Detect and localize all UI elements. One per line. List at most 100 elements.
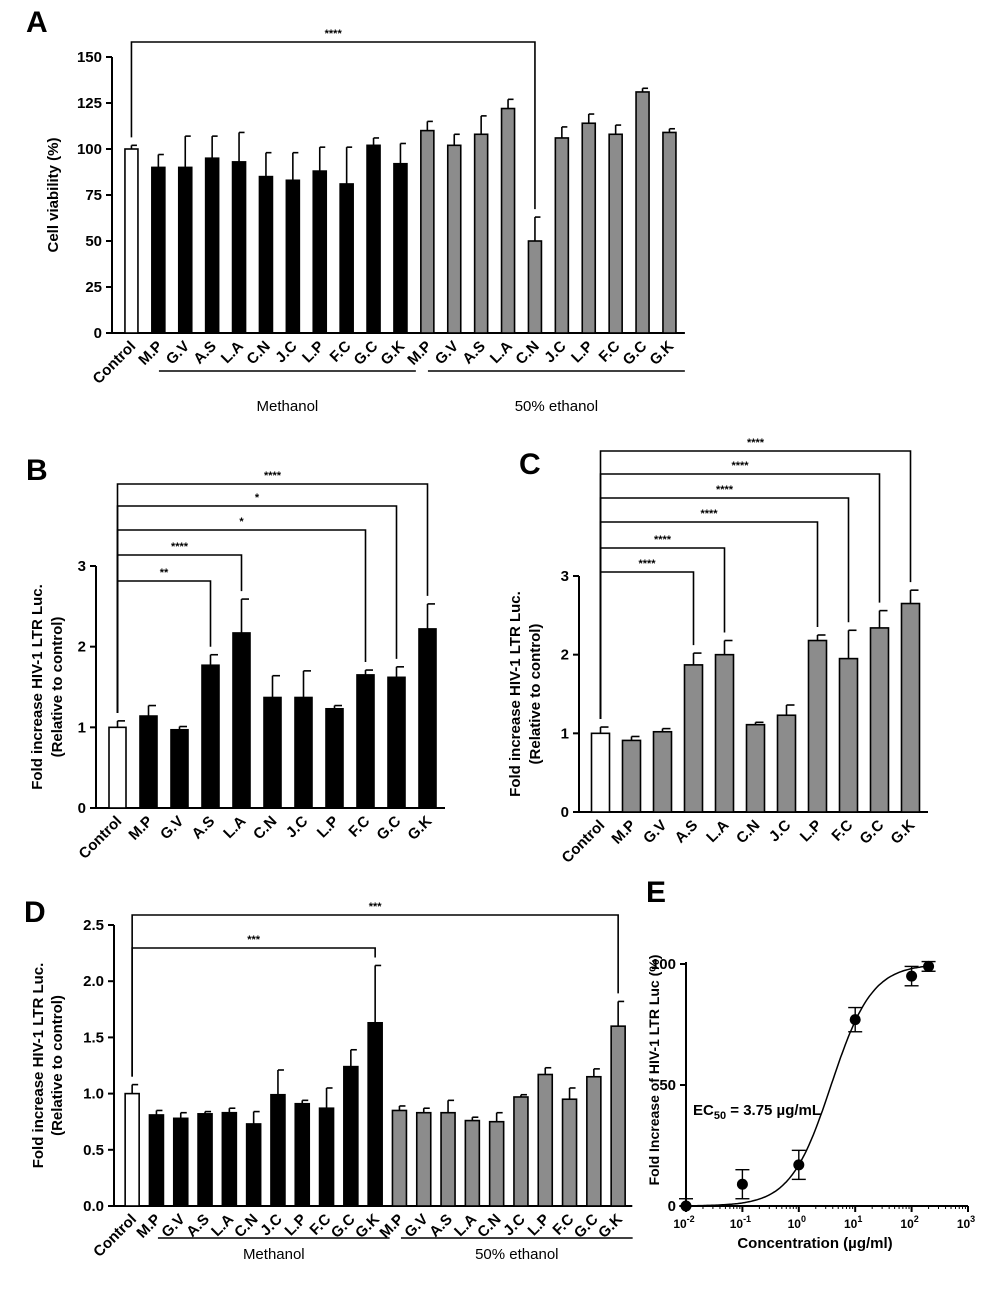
bar: [202, 665, 219, 808]
x-tick-label: M.P: [133, 1211, 164, 1242]
panel-letter: B: [26, 454, 48, 487]
significance-label: ***: [369, 901, 383, 913]
x-tick-label: F.C: [327, 338, 355, 366]
significance-label: ****: [171, 541, 189, 553]
y-axis-label: Fold increase HIV-1 LTR Luc.: [507, 591, 524, 797]
x-tick-label: J.C: [500, 1211, 529, 1240]
significance-bracket: [118, 506, 397, 713]
bar: [140, 716, 157, 808]
bar: [871, 628, 889, 812]
x-tick-label: G.K: [377, 338, 408, 369]
bar: [171, 730, 188, 808]
bar: [125, 1094, 139, 1206]
x-tick-label: F.C: [596, 338, 624, 366]
x-tick-label: 10-2: [673, 1214, 694, 1231]
bar: [448, 145, 461, 333]
bar: [109, 727, 126, 808]
x-tick-label: G.C: [350, 338, 381, 369]
bar: [902, 604, 920, 812]
y-axis-label: (Relative to control): [527, 624, 544, 765]
panel-letter: A: [26, 6, 48, 39]
x-tick-label: G.V: [432, 338, 462, 368]
x-tick-label: G.V: [157, 813, 187, 843]
y-tick-label: 25: [85, 279, 102, 296]
y-axis-label: Fold increase HIV-1 LTR Luc.: [30, 963, 47, 1169]
x-tick-label: G.V: [401, 1211, 431, 1241]
significance-label: ****: [747, 437, 765, 449]
x-tick-label: G.K: [887, 817, 918, 848]
x-tick-label: L.P: [797, 817, 826, 846]
significance-label: ****: [638, 558, 656, 570]
bar: [636, 92, 649, 333]
x-tick-label: Control: [559, 817, 609, 867]
bar: [388, 677, 405, 808]
significance-label: ****: [716, 484, 734, 496]
bar: [174, 1118, 188, 1206]
panel-letter: C: [519, 448, 541, 481]
bar: [233, 162, 246, 333]
y-axis-label: Fold increase HIV-1 LTR Luc.: [29, 584, 46, 790]
bar: [685, 665, 703, 812]
bar: [149, 1115, 163, 1206]
y-tick-label: 0: [78, 800, 86, 817]
x-tick-label: C.N: [250, 813, 280, 843]
significance-label: ****: [264, 470, 282, 482]
x-tick-label: G.C: [619, 338, 650, 369]
bar: [295, 697, 312, 808]
bar: [778, 715, 796, 812]
panel-b: B 0 1 2 3 Fold increase HIV-1 LTR Luc. (Relati…: [26, 454, 445, 863]
bar: [367, 145, 380, 333]
y-tick-label: 3: [561, 568, 569, 585]
x-tick-label: Control: [90, 338, 140, 388]
x-tick-label: G.C: [856, 817, 887, 848]
x-tick-label: L.P: [282, 1211, 311, 1240]
x-tick-label: L.A: [487, 338, 516, 367]
y-tick-label: 1: [561, 725, 569, 742]
x-tick-label: J.C: [766, 817, 795, 846]
y-tick-label: 1: [78, 719, 86, 736]
x-tick-label: G.V: [640, 817, 670, 847]
bar: [611, 1026, 625, 1206]
x-tick-label: C.N: [512, 338, 542, 368]
x-tick-label: M.P: [125, 813, 156, 844]
significance-bracket: [601, 522, 818, 719]
x-tick-label: J.C: [257, 1211, 286, 1240]
x-tick-label: G.C: [328, 1211, 359, 1242]
bar: [222, 1113, 236, 1206]
y-axis-label: Cell viability (%): [45, 137, 62, 252]
y-tick-label: 150: [77, 49, 102, 66]
x-tick-label: G.K: [404, 813, 435, 844]
bar: [320, 1108, 334, 1206]
y-tick-label: 0.0: [83, 1198, 104, 1215]
x-tick-label: M.P: [376, 1211, 407, 1242]
bar: [592, 733, 610, 812]
data-point: [906, 971, 917, 982]
bar: [152, 167, 165, 333]
x-tick-label: C.N: [474, 1211, 504, 1241]
y-tick-label: 75: [85, 187, 102, 204]
significance-label: **: [160, 567, 169, 579]
x-tick-label: 103: [957, 1214, 975, 1231]
x-tick-label: G.C: [571, 1211, 602, 1242]
x-tick-label: L.P: [299, 338, 328, 367]
significance-bracket: [601, 451, 911, 719]
significance-bracket: [118, 555, 242, 713]
y-axis-label: (Relative to control): [49, 995, 66, 1136]
x-axis-label: Concentration (µg/ml): [737, 1235, 892, 1252]
data-point: [923, 961, 934, 972]
bar: [654, 732, 672, 812]
x-tick-label: F.C: [828, 817, 856, 845]
bar: [313, 171, 326, 333]
x-tick-label: F.C: [306, 1211, 334, 1239]
group-label: Methanol: [243, 1246, 305, 1263]
significance-label: ****: [700, 508, 718, 520]
y-tick-label: 0: [94, 325, 102, 342]
panel-letter: D: [24, 896, 46, 929]
panel-a: A 0 25 50 75 100 125 150 Cell viability (%) Contr…: [26, 6, 685, 415]
bar: [465, 1121, 479, 1206]
x-tick-label: G.K: [352, 1211, 383, 1242]
significance-label: ****: [731, 460, 749, 472]
bar: [623, 740, 641, 812]
x-tick-label: M.P: [135, 338, 166, 369]
data-point: [850, 1014, 861, 1025]
